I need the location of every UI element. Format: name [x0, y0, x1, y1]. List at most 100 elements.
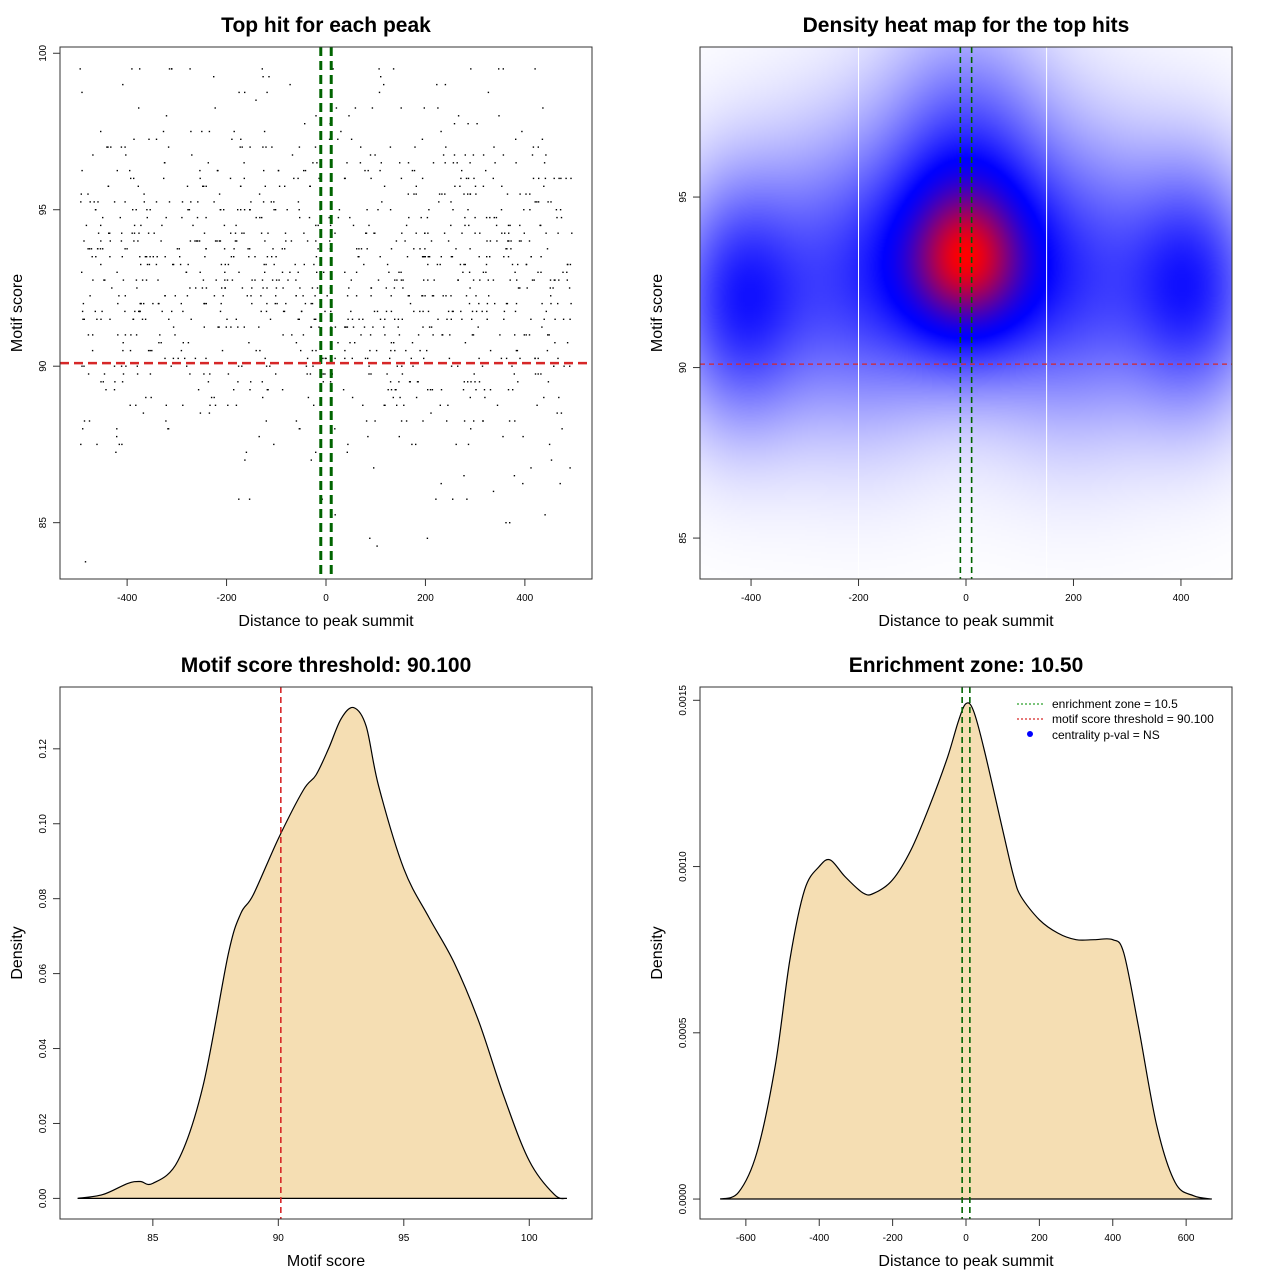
scatter-point: [405, 349, 407, 352]
scatter-point: [237, 365, 240, 367]
scatter-point: [515, 138, 517, 140]
scatter-point: [557, 302, 559, 305]
scatter-point: [376, 545, 378, 547]
scatter-point: [202, 185, 204, 187]
scatter-point: [427, 263, 429, 266]
scatter-point: [523, 232, 525, 234]
scatter-point: [469, 162, 471, 164]
scatter-point: [463, 263, 465, 266]
scatter-point: [448, 357, 451, 360]
scatter-point: [383, 404, 385, 406]
panel-score-density-title: Motif score threshold: 90.100: [181, 654, 472, 677]
scatter-point: [485, 263, 488, 266]
heatmap-plot-area: [700, 47, 1232, 579]
scatter-point: [433, 279, 435, 281]
scatter-point: [298, 209, 300, 211]
scatter-point: [447, 240, 450, 242]
scatter-point: [181, 201, 184, 203]
scatter-point: [261, 279, 264, 281]
scatter-point: [415, 232, 417, 234]
scatter-point: [220, 302, 222, 305]
scatter-point: [378, 68, 380, 70]
scatter-point: [251, 287, 253, 289]
scatter-point: [109, 318, 111, 320]
scatter-point: [507, 240, 509, 242]
scatter-point: [427, 389, 429, 391]
scatter-point: [344, 357, 346, 360]
scatter-point: [209, 373, 211, 375]
y-tick-label: 0.10: [38, 814, 49, 834]
scatter-point: [110, 146, 112, 148]
scatter-x-label: Distance to peak summit: [238, 613, 414, 630]
scatter-point: [202, 279, 205, 281]
scatter-point: [141, 318, 144, 320]
scatter-point: [91, 349, 94, 352]
scatter-point: [224, 271, 226, 273]
scatter-point: [96, 318, 98, 320]
heatmap-density-image: [700, 47, 1232, 579]
scatter-point: [514, 310, 517, 313]
scatter-point: [81, 91, 83, 94]
scatter-point: [546, 349, 549, 352]
scatter-point: [545, 232, 547, 234]
scatter-point: [407, 295, 409, 297]
scatter-point: [407, 162, 410, 164]
scatter-point: [306, 373, 308, 375]
scatter-point: [132, 209, 134, 211]
scatter-point: [275, 295, 277, 297]
scatter-point: [431, 389, 434, 391]
scatter-point: [278, 185, 281, 187]
scatter-point: [163, 177, 165, 180]
scatter-point: [225, 326, 227, 328]
y-tick-label: 85: [38, 517, 49, 529]
scatter-point: [186, 185, 189, 187]
scatter-point: [87, 193, 89, 195]
scatter-point: [412, 365, 414, 367]
scatter-point: [315, 224, 317, 227]
scatter-point: [120, 146, 123, 148]
scatter-point: [517, 381, 519, 383]
scatter-point: [569, 263, 572, 266]
scatter-point: [541, 138, 544, 140]
scatter-point: [442, 154, 445, 156]
y-tick-label: 0.0005: [678, 1017, 689, 1048]
scatter-point: [465, 177, 468, 180]
scatter-point: [85, 224, 88, 227]
scatter-point: [219, 240, 222, 242]
scatter-point: [304, 123, 306, 125]
scatter-point: [80, 201, 82, 203]
scatter-point: [344, 326, 346, 328]
scatter-point: [474, 381, 476, 383]
scatter-point: [300, 310, 303, 313]
scatter-point: [113, 365, 116, 367]
scatter-point: [423, 357, 425, 360]
legend-enrichment-zone: enrichment zone = 10.5: [1052, 697, 1178, 711]
scatter-point: [318, 177, 320, 180]
scatter-point: [486, 240, 488, 242]
scatter-point: [543, 185, 545, 187]
scatter-point: [255, 349, 257, 352]
scatter-point: [275, 279, 278, 281]
scatter-point: [316, 162, 318, 164]
scatter-point: [109, 240, 111, 242]
scatter-point: [149, 349, 151, 352]
scatter-point: [385, 310, 388, 313]
scatter-point: [205, 248, 207, 250]
scatter-point: [315, 256, 318, 258]
y-tick-label: 95: [678, 191, 689, 203]
scatter-point: [405, 224, 408, 227]
scatter-point: [133, 240, 135, 242]
scatter-point: [204, 256, 206, 258]
scatter-point: [514, 334, 516, 336]
scatter-point: [133, 232, 136, 234]
scatter-point: [475, 295, 477, 297]
legend-centrality: centrality p-val = NS: [1052, 728, 1160, 742]
scatter-point: [495, 224, 498, 227]
scatter-point: [478, 302, 480, 305]
scatter-point: [216, 240, 218, 242]
scatter-point: [92, 334, 94, 336]
scatter-point: [113, 389, 116, 391]
scatter-point: [505, 357, 508, 360]
scatter-point: [508, 240, 510, 242]
x-tick-label: 90: [273, 1233, 285, 1244]
